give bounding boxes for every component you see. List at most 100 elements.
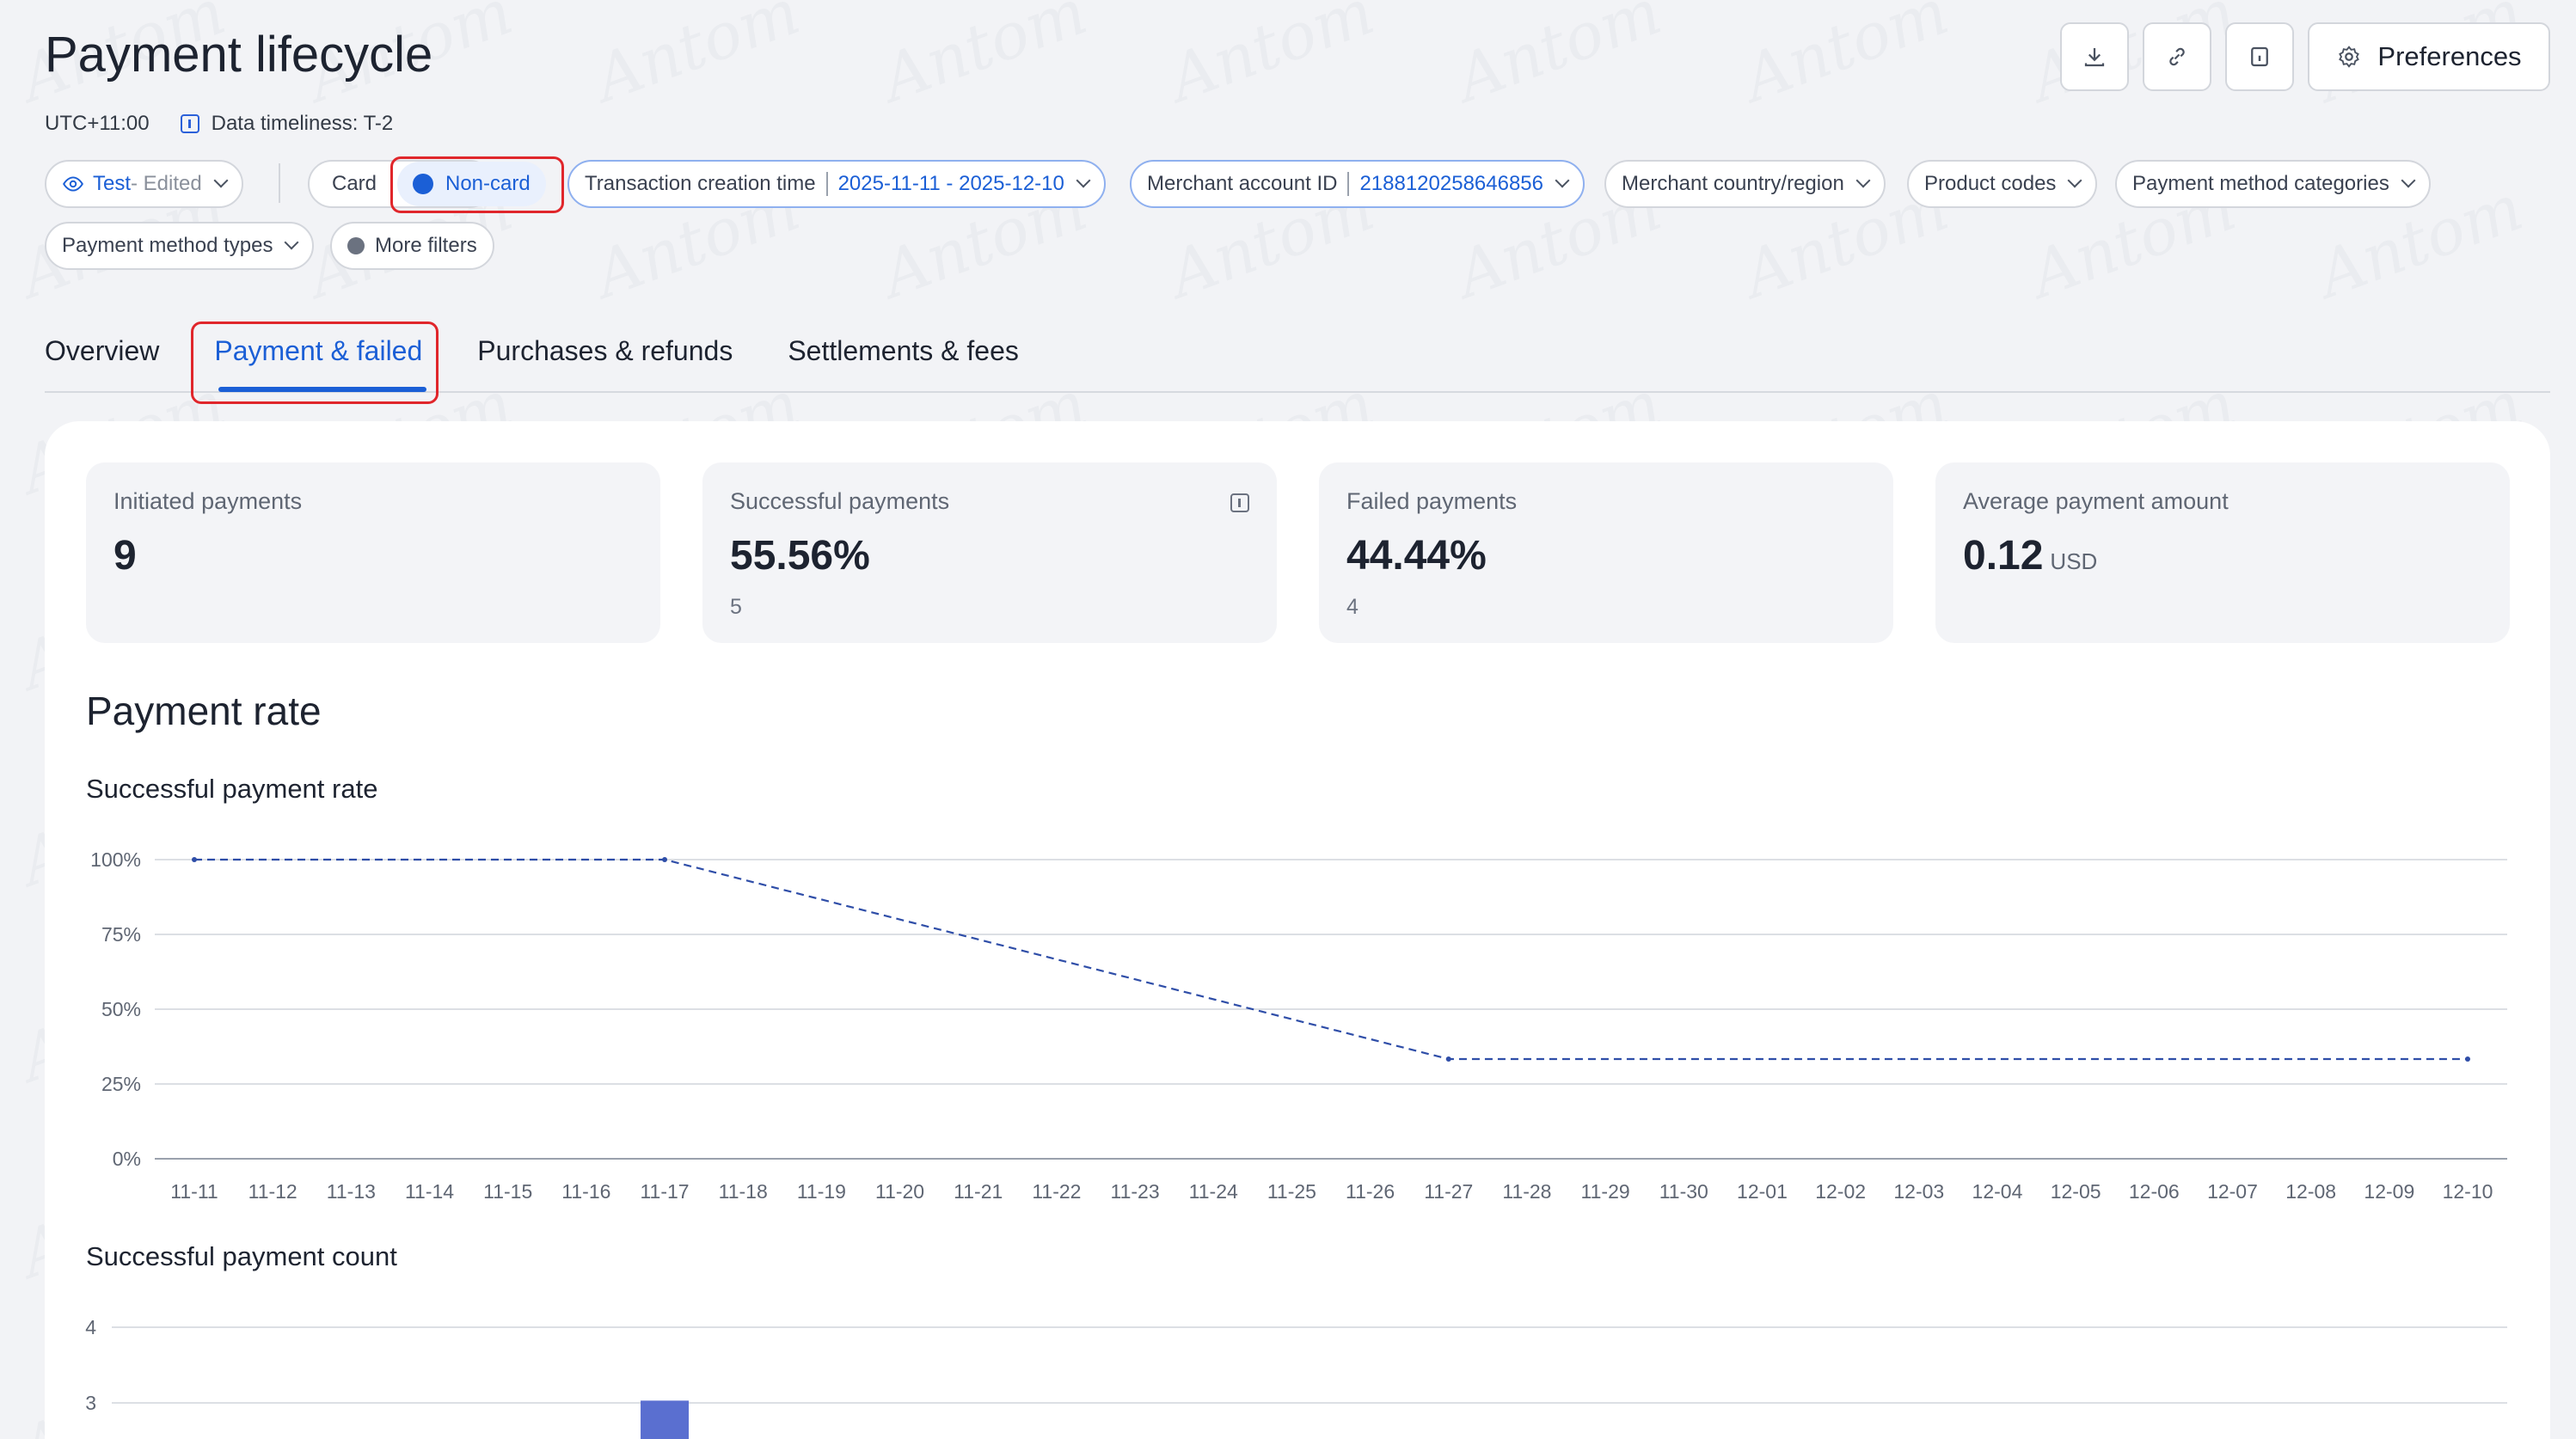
transaction-time-value: 2025-11-11 - 2025-12-10 [837,172,1064,195]
country-label: Merchant country/region [1622,172,1844,195]
chevron-down-icon [1855,173,1871,188]
eye-icon [63,176,83,192]
transaction-time-filter[interactable]: Transaction creation time 2025-11-11 - 2… [567,160,1106,208]
watermark-text: Antom [1159,0,1383,117]
more-filters-button[interactable]: More filters [330,222,494,270]
y-tick-label: 50% [101,998,141,1020]
copy-link-button[interactable] [2143,22,2211,91]
x-tick-label: 11-25 [1267,1180,1316,1203]
x-tick-label: 12-01 [1737,1180,1788,1203]
metric-value: 0.12 [1963,533,2044,579]
x-tick-label: 11-21 [954,1180,1003,1203]
preferences-label: Preferences [2377,41,2522,71]
info-button[interactable] [2225,22,2294,91]
successful-rate-chart: 0% 25% 50% 75% 100% 11-11 11-12 11-13 11-14 11-15… [90,848,2507,1203]
metric-value: 9 [113,533,137,579]
count-chart-title: Successful payment count [86,1241,397,1271]
chevron-down-icon [213,173,229,188]
method-categories-filter[interactable]: Payment method categories [2115,160,2431,208]
tab-overview[interactable]: Overview [45,335,160,366]
x-tick-label: 11-24 [1189,1180,1238,1203]
y-tick-label: 25% [101,1073,141,1095]
x-tick-label: 11-18 [719,1180,768,1203]
x-tick-label: 11-17 [640,1180,689,1203]
data-timeliness-label: Data timeliness: T-2 [211,112,394,135]
x-tick-label: 12-10 [2443,1180,2493,1203]
metric-value: 55.56% [730,533,870,579]
metric-value: 44.44% [1346,533,1487,579]
x-tick-label: 12-09 [2364,1180,2414,1203]
product-codes-filter[interactable]: Product codes [1907,160,2098,208]
watermark-text: Antom [872,0,1096,117]
divider [279,163,280,203]
rate-chart-title: Successful payment rate [86,774,378,804]
link-icon [2169,47,2185,66]
country-filter[interactable]: Merchant country/region [1604,160,1886,208]
view-selector[interactable]: Test - Edited [45,160,243,208]
tab-bar: Overview Payment & failed Purchases & re… [45,335,1019,367]
metric-label: Average payment amount [1963,488,2229,514]
metric-card-initiated: Initiated payments 9 [86,462,660,643]
data-point [662,857,668,862]
series-line [194,858,2468,1061]
view-name: Test [93,172,132,195]
download-button[interactable] [2060,22,2129,91]
product-codes-label: Product codes [1924,172,2057,195]
merchant-account-value: 2188120258646856 [1359,172,1543,195]
watermark-text: Antom [1446,0,1671,117]
y-tick-label: 75% [101,923,141,946]
y-tick-label: 4 [85,1316,96,1338]
method-categories-label: Payment method categories [2132,172,2389,195]
x-tick-label: 11-27 [1424,1180,1473,1203]
y-tick-label: 3 [85,1392,96,1414]
data-point [1445,1056,1451,1062]
x-tick-label: 12-07 [2207,1180,2258,1203]
chip-separator [1347,172,1350,196]
x-tick-label: 12-06 [2129,1180,2180,1203]
transaction-time-label: Transaction creation time [585,172,816,195]
active-tab-indicator [218,387,426,392]
chevron-down-icon [284,235,299,250]
noncard-label: Non-card [445,172,531,195]
merchant-account-label: Merchant account ID [1147,172,1338,195]
noncard-option[interactable]: Non-card [397,162,546,206]
view-edited-suffix: - Edited [131,172,202,195]
x-tick-label: 11-13 [327,1180,376,1203]
preferences-button[interactable]: Preferences [2308,22,2550,91]
x-tick-label: 11-29 [1581,1180,1630,1203]
metric-label: Failed payments [1346,488,1518,514]
watermark-text: Antom [1733,0,1958,117]
watermark-text: Antom [585,0,809,117]
x-tick-label: 11-19 [797,1180,846,1203]
x-tick-label: 11-20 [875,1180,924,1203]
plus-circle-icon [347,237,365,254]
merchant-account-filter[interactable]: Merchant account ID 2188120258646856 [1130,160,1585,208]
method-types-label: Payment method types [62,234,273,257]
page-title: Payment lifecycle [45,27,433,83]
metric-label: Successful payments [730,488,950,514]
x-tick-label: 11-23 [1111,1180,1160,1203]
metric-label: Initiated payments [113,488,303,514]
tab-purchases-refunds[interactable]: Purchases & refunds [477,335,733,366]
download-icon [2084,48,2105,67]
card-option[interactable]: Card [332,172,377,195]
x-tick-label: 11-26 [1346,1180,1395,1203]
chip-separator [825,172,828,196]
x-tick-label: 11-22 [1032,1180,1081,1203]
more-filters-label: More filters [375,234,477,257]
check-circle-icon [413,174,433,194]
section-title: Payment rate [86,689,322,733]
gear-icon [2339,46,2360,68]
info-icon [180,114,199,133]
chevron-down-icon [2067,173,2082,188]
x-tick-label: 11-12 [248,1180,297,1203]
x-tick-label: 11-11 [170,1180,218,1203]
data-point [192,857,197,862]
method-types-filter[interactable]: Payment method types [45,222,315,270]
highlight-box-noncard [390,156,564,213]
tab-settlements-fees[interactable]: Settlements & fees [788,335,1019,366]
tab-payment-failed[interactable]: Payment & failed [214,335,423,366]
x-tick-label: 11-16 [561,1180,610,1203]
info-icon[interactable] [1230,493,1249,512]
metric-unit: USD [2050,548,2098,574]
